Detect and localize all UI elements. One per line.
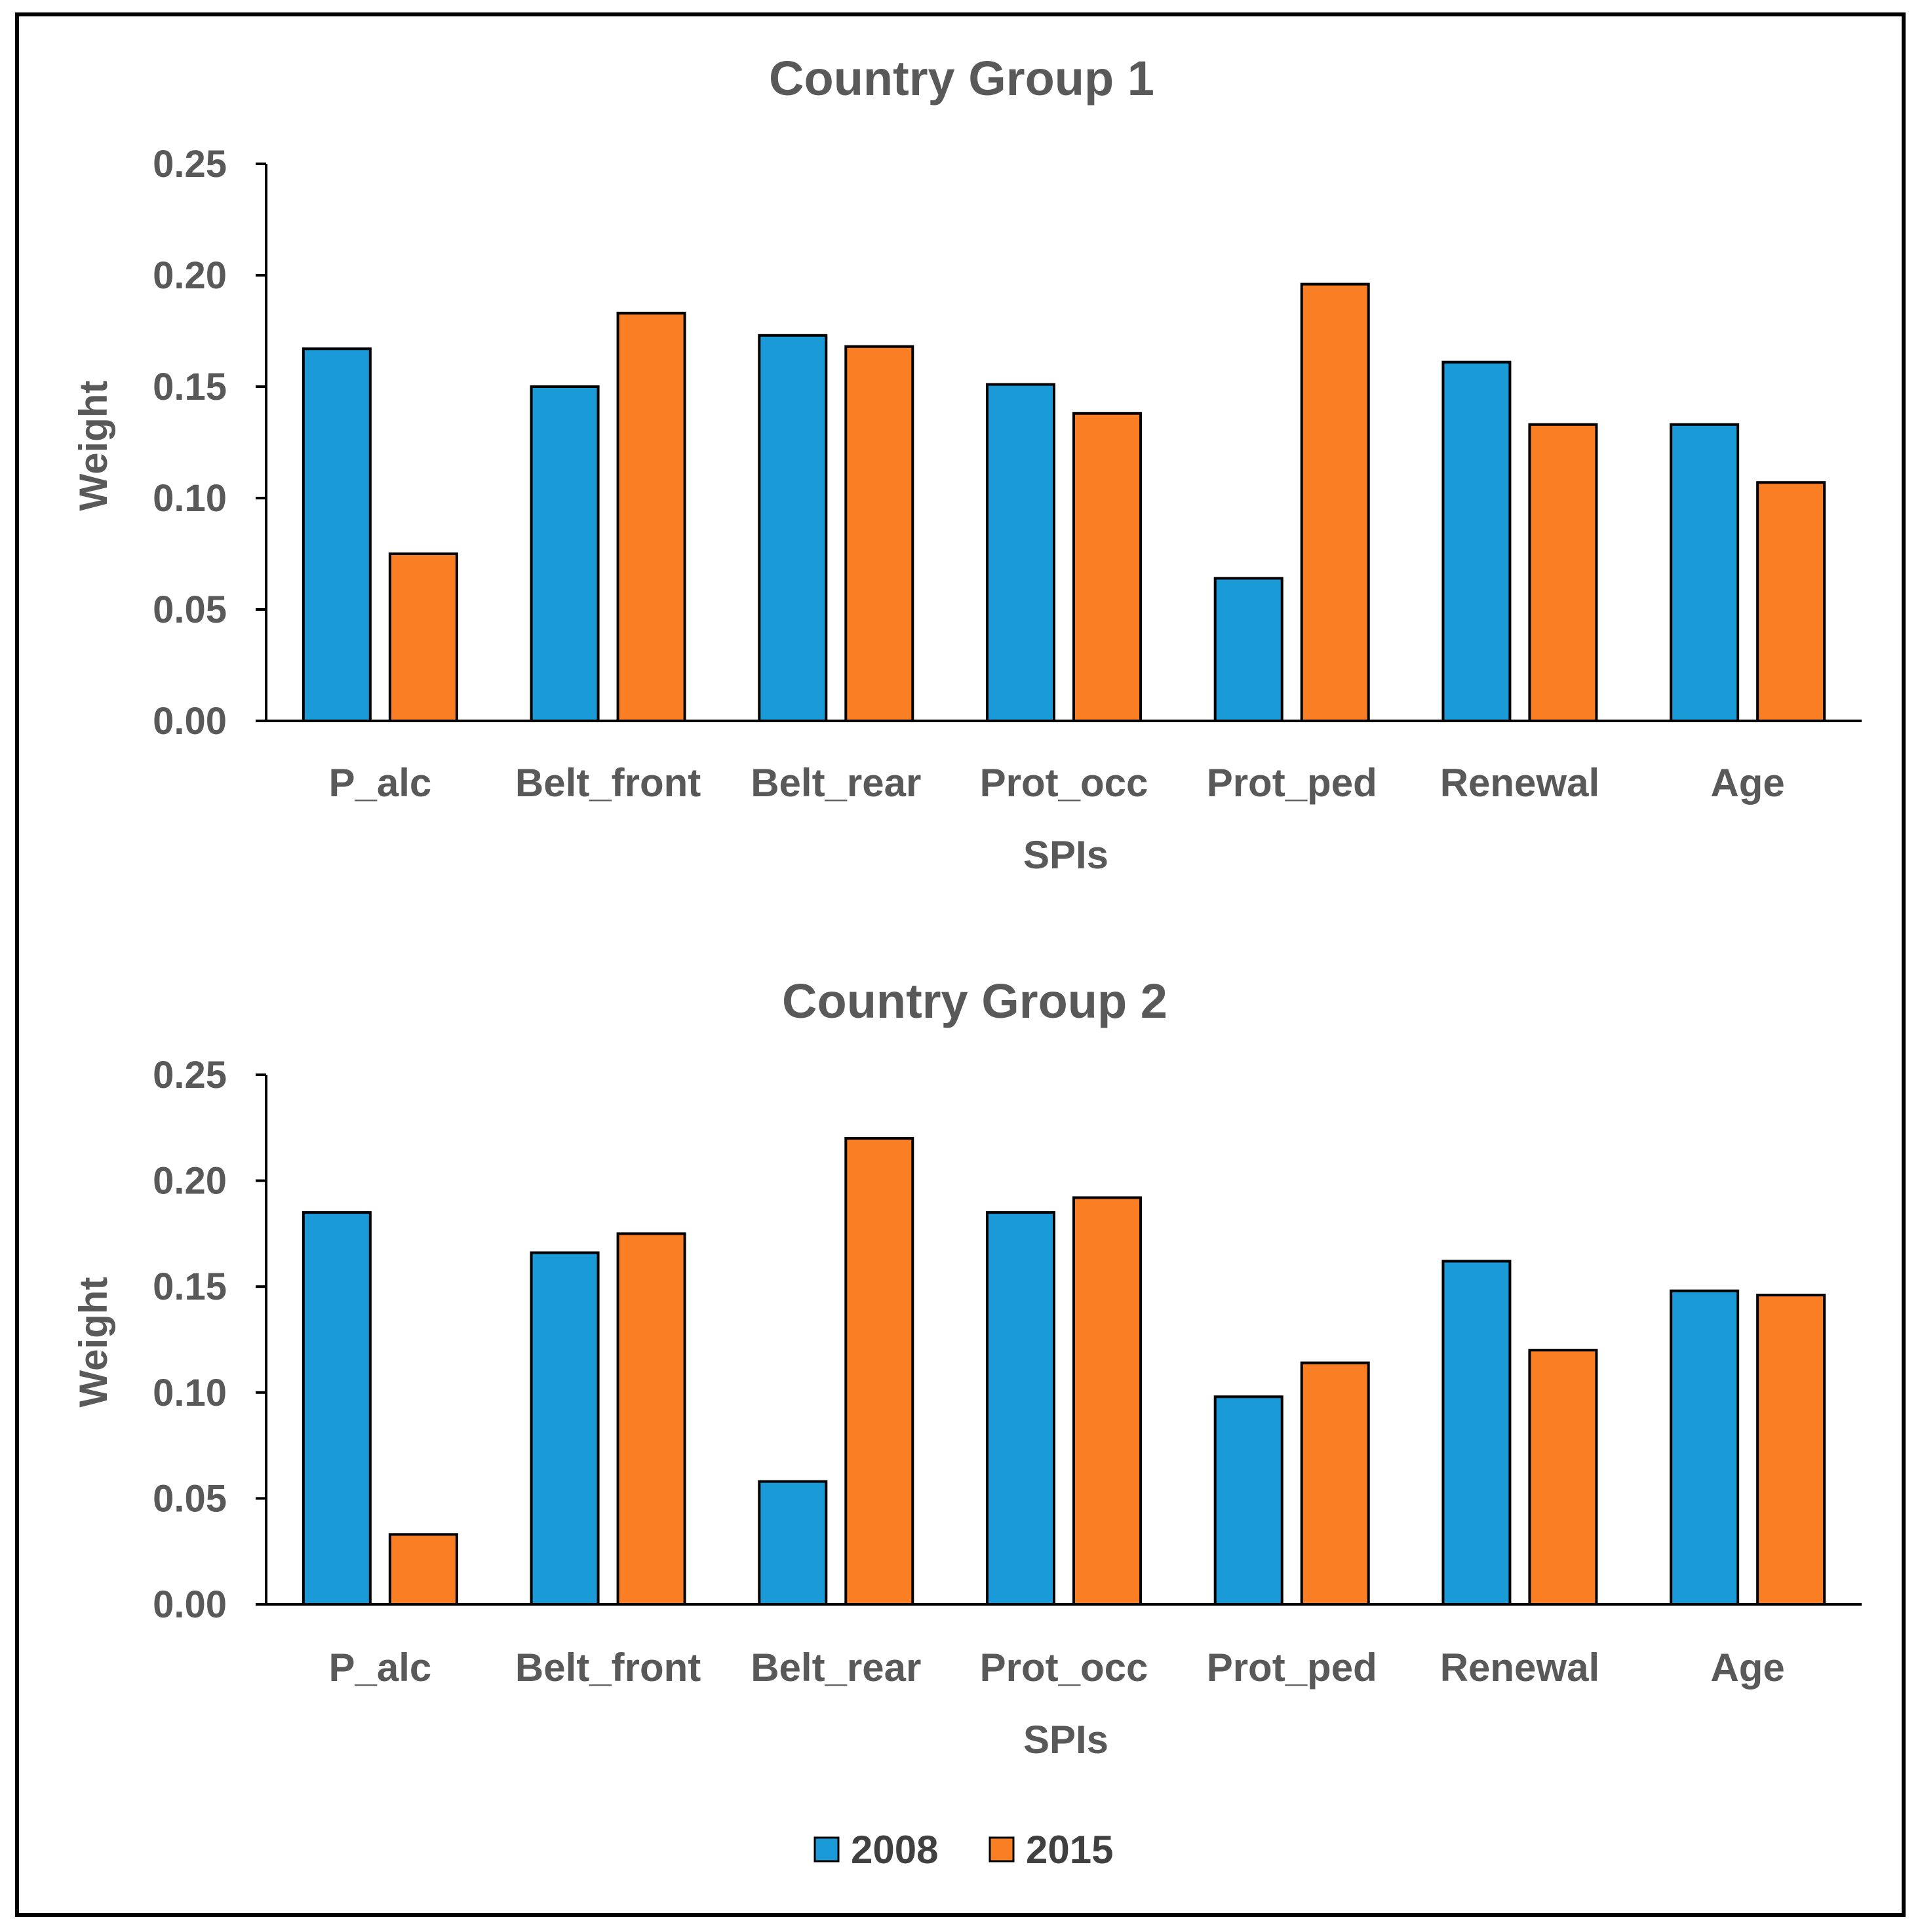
- bar-2015-belt-front: [616, 311, 686, 722]
- bar-2008-p-alc: [302, 1211, 372, 1606]
- bar-2008-belt-front: [530, 1251, 600, 1606]
- bar-2008-renewal: [1441, 1260, 1512, 1606]
- bar-2015-belt-rear: [844, 345, 914, 722]
- y-tick-label: 0.05: [153, 1477, 227, 1520]
- bar-2008-renewal: [1441, 360, 1512, 722]
- legend-label-2008: 2008: [851, 1828, 938, 1872]
- legend-label-2015: 2015: [1026, 1828, 1113, 1872]
- bar-2015-age: [1756, 1294, 1826, 1606]
- x-tick-label: Prot_ped: [1207, 1646, 1377, 1690]
- bar-2008-prot-ped: [1213, 577, 1283, 723]
- x-tick-label: Belt_front: [515, 761, 701, 805]
- x-tick-label: P_alc: [328, 761, 431, 805]
- x-tick-label: Belt_rear: [751, 1646, 921, 1690]
- y-tick-label: 0.20: [153, 1160, 227, 1203]
- y-ticks: 0.00 0.05 0.10 0.15 0.20 0.25: [153, 143, 266, 743]
- bar-2008-belt-front: [530, 385, 600, 722]
- bar-2015-age: [1756, 481, 1826, 722]
- x-tick-label: Age: [1710, 761, 1784, 805]
- y-tick-label: 0.10: [153, 1372, 227, 1414]
- axes: [265, 1075, 1862, 1606]
- y-tick-label: 0.20: [153, 254, 227, 297]
- y-tick-label: 0.10: [153, 477, 227, 520]
- y-tick-label: 0.00: [153, 1583, 227, 1626]
- x-tick-label: Belt_front: [515, 1646, 701, 1690]
- x-axis-title: SPIs: [1023, 833, 1108, 877]
- x-tick-label: Renewal: [1440, 1646, 1599, 1690]
- bar-2015-prot-ped: [1300, 282, 1370, 723]
- x-tick-label: Renewal: [1440, 761, 1599, 805]
- bar-2015-p-alc: [388, 552, 458, 722]
- bar-2008-belt-rear: [758, 1480, 828, 1606]
- axes: [265, 164, 1862, 722]
- figure-border: [15, 12, 1906, 1917]
- bar-2008-age: [1670, 1289, 1740, 1606]
- y-tick-label: 0.25: [153, 143, 227, 185]
- bar-2015-p-alc: [388, 1533, 458, 1606]
- bar-2015-prot-occ: [1072, 412, 1142, 722]
- category-labels: P_alc Belt_front Belt_rear Prot_occ Prot_ped…: [328, 1646, 1784, 1690]
- bar-2008-p-alc: [302, 347, 372, 722]
- x-tick-label: Belt_rear: [751, 761, 921, 805]
- y-ticks: 0.00 0.05 0.10 0.15 0.20 0.25: [153, 1054, 266, 1626]
- bar-2008-prot-occ: [986, 383, 1055, 722]
- category-labels: P_alc Belt_front Belt_rear Prot_occ Prot_ped…: [328, 761, 1784, 805]
- x-tick-label: Age: [1710, 1646, 1784, 1690]
- chart-country-group-1: Country Group 1 Weight SPIs 0.00 0.05 0.10…: [71, 51, 1862, 877]
- y-axis-title: Weight: [71, 1277, 115, 1408]
- y-axis-title: Weight: [71, 381, 115, 511]
- bar-2015-renewal: [1528, 1349, 1598, 1606]
- y-tick-label: 0.25: [153, 1054, 227, 1096]
- bar-2015-prot-ped: [1300, 1361, 1370, 1606]
- x-tick-label: Prot_occ: [980, 1646, 1148, 1690]
- bars: [302, 1136, 1826, 1606]
- bar-2015-prot-occ: [1072, 1196, 1142, 1606]
- x-tick-label: Prot_occ: [980, 761, 1148, 805]
- x-tick-label: Prot_ped: [1207, 761, 1377, 805]
- chart-country-group-2: Country Group 2 Weight SPIs 0.00 0.05 0.10…: [71, 974, 1862, 1762]
- chart-title: Country Group 1: [769, 51, 1154, 106]
- chart-title: Country Group 2: [782, 974, 1167, 1028]
- legend: 2008 2015: [813, 1828, 1113, 1872]
- bar-2008-prot-ped: [1213, 1395, 1283, 1606]
- legend-swatch-2015: [989, 1836, 1015, 1863]
- bar-2015-belt-rear: [844, 1136, 914, 1606]
- legend-swatch-2008: [813, 1836, 840, 1863]
- y-tick-label: 0.05: [153, 589, 227, 631]
- y-tick-label: 0.15: [153, 1265, 227, 1308]
- bar-2008-age: [1670, 423, 1740, 722]
- bar-2008-belt-rear: [758, 334, 828, 722]
- bar-2015-renewal: [1528, 423, 1598, 722]
- x-axis-title: SPIs: [1023, 1718, 1108, 1762]
- bar-2015-belt-front: [616, 1232, 686, 1606]
- y-tick-label: 0.15: [153, 366, 227, 408]
- bars: [302, 282, 1826, 723]
- bar-2008-prot-occ: [986, 1211, 1055, 1606]
- y-tick-label: 0.00: [153, 700, 227, 743]
- x-tick-label: P_alc: [328, 1646, 431, 1690]
